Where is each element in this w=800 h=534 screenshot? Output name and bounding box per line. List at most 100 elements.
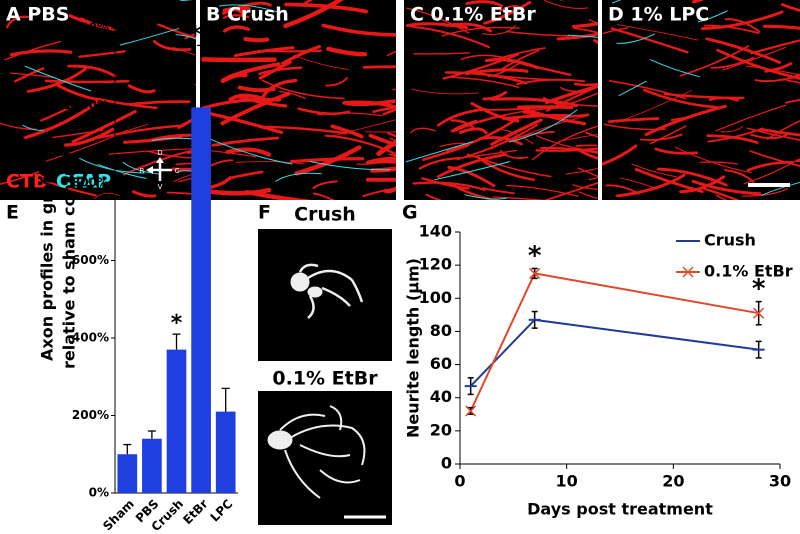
fiber (573, 27, 598, 34)
fiber (701, 10, 784, 31)
fibers (602, 0, 800, 200)
fiber (441, 26, 520, 37)
fiber (365, 131, 396, 133)
fiber (516, 78, 586, 86)
fiber (108, 147, 196, 155)
fiber (411, 88, 480, 95)
marker (529, 267, 541, 279)
fiber (220, 91, 291, 126)
fiber (720, 126, 743, 133)
legend-label: 0.1% EtBr (704, 262, 793, 281)
bar (117, 454, 138, 493)
fiber (370, 166, 396, 173)
x-tick-label: LPC (208, 497, 236, 525)
fiber (452, 184, 501, 200)
fiber (207, 111, 284, 135)
fiber (309, 160, 391, 171)
fiber (691, 179, 762, 196)
fiber (24, 65, 92, 92)
fiber (722, 46, 786, 71)
fiber (219, 4, 281, 14)
fiber (558, 92, 598, 109)
fiber (700, 161, 739, 165)
fiber (436, 107, 487, 127)
fiber (382, 108, 396, 116)
y-tick-label: 40 (430, 387, 452, 406)
fiber (447, 165, 496, 188)
fiber (405, 141, 474, 163)
fiber (230, 170, 264, 180)
fiber (237, 85, 276, 93)
fiber (178, 176, 196, 183)
fiber (67, 64, 117, 78)
fiber (368, 133, 396, 147)
fiber (412, 181, 486, 192)
fiber (679, 175, 726, 194)
fiber (177, 116, 196, 129)
fiber (619, 177, 659, 190)
fiber (759, 128, 800, 137)
y-tick-label: 140 (419, 222, 452, 241)
fiber (442, 53, 520, 80)
fiber (578, 191, 598, 200)
fiber (386, 50, 396, 57)
fiber (128, 100, 191, 106)
significance: ** (190, 22, 214, 47)
fiber (166, 191, 196, 196)
y-tick-label: 0% (89, 486, 109, 500)
fiber (119, 28, 180, 46)
fiber (490, 118, 543, 146)
legend-label: Crush (704, 231, 756, 250)
fiber (207, 137, 293, 165)
micrographs: A PBS B Crush C 0.1% EtBr D 1% LPC (0, 0, 800, 200)
fiber (362, 65, 396, 69)
compass-label: V (158, 183, 163, 191)
y-tick-label: 600% (72, 253, 109, 267)
cell-body (267, 430, 293, 450)
fibers (0, 0, 196, 200)
fiber (649, 59, 701, 78)
fiber (439, 142, 471, 148)
fiber (436, 153, 508, 178)
fiber (575, 144, 598, 147)
fiber (26, 67, 87, 93)
fiber (743, 158, 800, 185)
fiber (650, 125, 687, 145)
cell-body (307, 286, 323, 298)
fiber (707, 127, 764, 143)
fiber (173, 172, 196, 183)
y-axis-title: Axon profiles in grafts (38, 160, 57, 361)
fiber (362, 187, 396, 198)
fiber (643, 88, 718, 109)
fiber (482, 187, 515, 195)
bar (215, 411, 236, 493)
fiber (175, 162, 196, 166)
fiber (557, 133, 598, 143)
fiber (656, 167, 728, 187)
fiber (235, 161, 305, 165)
fiber (122, 148, 196, 176)
y-tick-label: 20 (430, 420, 452, 439)
fiber (535, 147, 598, 152)
fiber (44, 79, 130, 84)
marker-shape (529, 267, 541, 279)
fiber (710, 56, 755, 69)
fiber (330, 119, 396, 137)
fiber (258, 60, 292, 80)
panel-letter: E (6, 202, 19, 224)
fiber (618, 80, 647, 97)
fiber (372, 106, 396, 114)
fiber (93, 192, 120, 200)
series-line (469, 318, 759, 387)
fiber (578, 149, 598, 160)
fiber (616, 24, 699, 41)
fiber (715, 104, 787, 132)
fiber (151, 137, 196, 141)
fiber (200, 57, 277, 63)
y-tick-label: 60 (430, 354, 452, 373)
fiber (450, 119, 478, 133)
fiber (44, 180, 97, 197)
panel-title: A PBS (6, 4, 69, 26)
fiber (434, 161, 511, 181)
panel-title: B Crush (206, 4, 289, 26)
